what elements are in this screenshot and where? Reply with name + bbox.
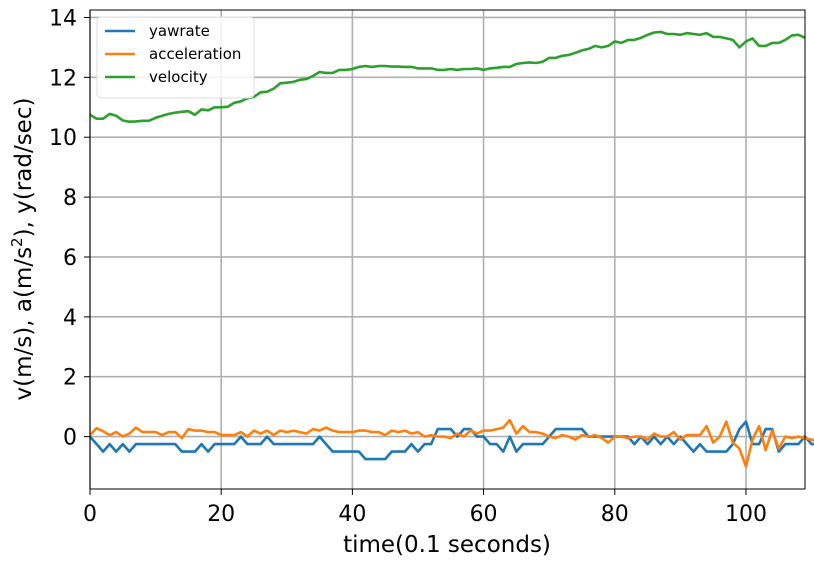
legend-label-yawrate: yawrate xyxy=(149,22,210,40)
axis-ticks: 0 20 40 60 80 100 0 2 4 6 8 10 12 14 xyxy=(49,6,767,527)
plot-frame xyxy=(89,9,806,490)
x-tick-label: 100 xyxy=(725,502,767,527)
y-tick-label: 12 xyxy=(49,66,77,91)
y-tick-label: 4 xyxy=(63,306,77,331)
x-tick-label: 20 xyxy=(207,502,235,527)
x-tick-label: 80 xyxy=(601,502,629,527)
velocity-series-line xyxy=(89,30,806,123)
x-tick-label: 60 xyxy=(470,502,498,527)
series-lines xyxy=(89,30,814,468)
y-tick-label: 14 xyxy=(49,6,77,31)
legend-label-acceleration: acceleration xyxy=(149,45,241,63)
acceleration-series-line xyxy=(89,418,814,468)
y-tick-label: 0 xyxy=(63,426,77,451)
y-tick-label: 8 xyxy=(63,186,77,211)
legend-label-velocity: velocity xyxy=(149,68,208,86)
yawrate-series-line xyxy=(89,420,814,461)
x-tick-label: 40 xyxy=(338,502,366,527)
x-tick-label: 0 xyxy=(83,502,97,527)
y-axis-label: v(m/s), a(m/s2), y(rad/sec) xyxy=(8,98,37,401)
legend: yawrate acceleration velocity xyxy=(96,16,255,99)
x-axis-label: time(0.1 seconds) xyxy=(343,532,551,558)
y-tick-label: 6 xyxy=(63,246,77,271)
grid-lines xyxy=(89,10,805,489)
y-tick-label: 10 xyxy=(49,126,77,151)
y-tick-label: 2 xyxy=(63,366,77,391)
legend-box xyxy=(96,16,255,99)
